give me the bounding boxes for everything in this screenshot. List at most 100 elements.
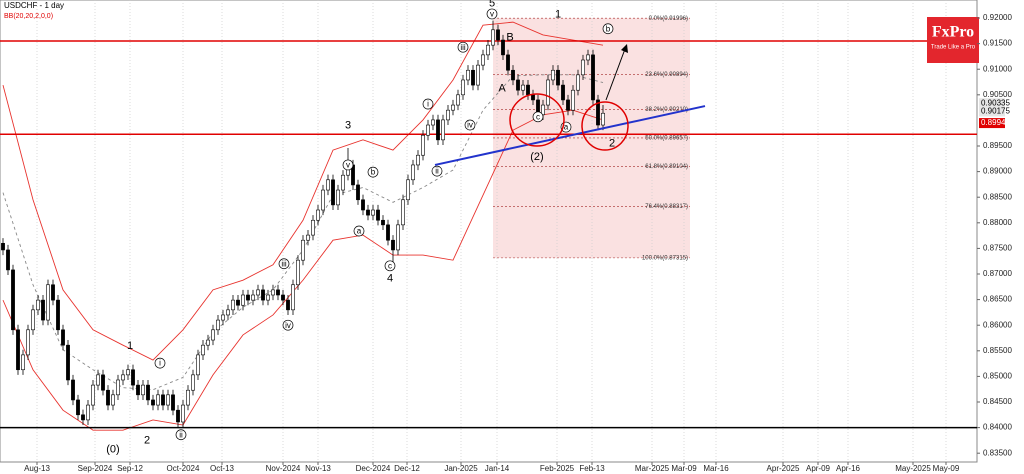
candle-body [466, 69, 470, 81]
wave-circle [353, 225, 365, 237]
candle-body [11, 269, 15, 331]
candle-body [221, 314, 225, 321]
candle-body [201, 344, 205, 356]
wave-circle [342, 159, 354, 171]
wave-label: 2 [144, 434, 150, 446]
candle-body [426, 124, 430, 136]
candle-body [411, 164, 415, 181]
candle-body [436, 119, 440, 141]
trendline [434, 105, 706, 166]
candle-body [286, 299, 290, 311]
fib-label: 50.0%(0.89657) [645, 136, 688, 142]
candle-body [101, 374, 105, 391]
wave-label: iii [460, 43, 466, 52]
candle-body [1, 242, 5, 251]
y-tick-label: 0.92000 [983, 13, 1012, 22]
candle-body [196, 354, 200, 376]
wave-label: ii [435, 167, 439, 176]
logo-brand: FxPro [932, 24, 974, 41]
candle-body [191, 374, 195, 391]
wave-label: iv [285, 321, 291, 330]
candle-body [376, 209, 380, 221]
candle-body [526, 84, 530, 96]
candle-body [81, 414, 85, 421]
wave-circle [431, 165, 443, 177]
chart-title: USDCHF - 1 day [4, 1, 64, 10]
candle-body [401, 199, 405, 226]
layers: 0.0%(0.91996) 23.6%(0.90894) 38.2%(0.90210… [0, 0, 977, 462]
price-marker [979, 98, 1005, 109]
candle-body [111, 394, 115, 406]
candle-body [246, 294, 250, 301]
band-lower [2, 109, 604, 431]
x-tick-label: May-2025 [895, 464, 931, 473]
plot-area [0, 0, 978, 463]
fib-label: 38.2%(0.90210) [645, 107, 688, 113]
y-tick-label: 0.90500 [983, 90, 1012, 99]
candle-body [511, 69, 515, 81]
arrow-head [621, 44, 628, 53]
x-tick-label: Dec-12 [394, 464, 420, 473]
candle-body [576, 74, 580, 91]
candle-body [331, 179, 335, 206]
fib-label: 61.8%(0.89104) [645, 164, 688, 170]
x-tick-label: Oct-13 [210, 464, 235, 473]
candle-body [186, 389, 190, 406]
candle-body [86, 404, 90, 421]
candle-body [521, 84, 525, 91]
y-tick-label: 0.88500 [983, 192, 1012, 201]
candle-body [496, 29, 500, 41]
wave-label: B [506, 31, 513, 43]
wave-label: c [536, 112, 540, 121]
candle-body [481, 54, 485, 66]
candle-body [516, 79, 520, 91]
candle-body [116, 379, 120, 396]
wave-label: 1 [555, 8, 561, 20]
y-tick-label: 0.86500 [983, 295, 1012, 304]
candle-body [46, 284, 50, 321]
x-tick-label: Jan-2025 [444, 464, 478, 473]
candle-body [336, 189, 340, 206]
wave-label: a [357, 227, 362, 236]
x-tick-label: Sep-12 [117, 464, 143, 473]
wave-label: a [564, 123, 569, 132]
candle-body [21, 354, 25, 371]
candle-body [61, 329, 65, 346]
wave-circle [422, 98, 434, 110]
candle-body [541, 104, 545, 116]
candle-body [451, 104, 455, 111]
wave-circle [457, 41, 469, 53]
candle-body [251, 294, 255, 301]
candle-body [386, 224, 390, 241]
y-tick-label: 0.91000 [983, 64, 1012, 73]
fib-label: 0.0%(0.91996) [649, 16, 688, 22]
candle-body [356, 184, 360, 201]
candle-body [16, 329, 20, 371]
y-tick-label: 0.84500 [983, 397, 1012, 406]
wave-label: A [498, 83, 506, 95]
x-tick-label: Apr-09 [806, 464, 831, 473]
candle-body [311, 219, 315, 236]
fib-label: 100.0%(0.87315) [642, 255, 688, 261]
candle-body [471, 69, 475, 86]
wave-circle [175, 429, 187, 441]
candle-body [391, 239, 395, 251]
x-tick-label: Apr-16 [836, 464, 861, 473]
candle-body [91, 384, 95, 406]
wave-circle [282, 319, 294, 331]
x-tick-label: May-09 [933, 464, 960, 473]
candle-body [131, 369, 135, 386]
wave-label: 1 [127, 340, 133, 352]
candle-body [146, 384, 150, 401]
wave-label: v [490, 10, 494, 19]
y-tick-label: 0.86000 [983, 320, 1012, 329]
candle-body [461, 79, 465, 96]
y-tick-label: 0.89000 [983, 167, 1012, 176]
wave-label: c [388, 261, 392, 270]
candle-body [326, 179, 330, 191]
wave-label: iii [281, 259, 287, 268]
y-tick-label: 0.84000 [983, 423, 1012, 432]
candle-body [416, 154, 420, 166]
candle-body [456, 94, 460, 106]
